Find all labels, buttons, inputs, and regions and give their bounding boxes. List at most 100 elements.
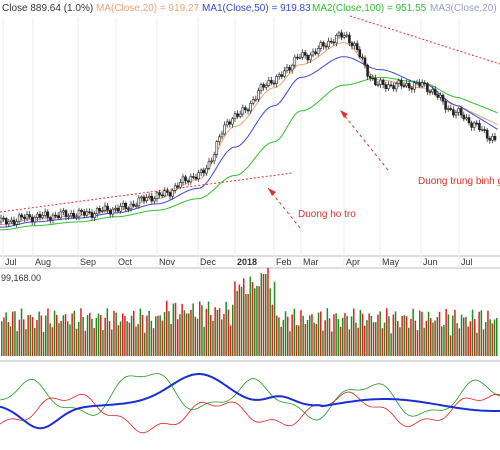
candle-body [431,89,434,93]
volume-bar [491,323,494,356]
volume-bar [436,317,439,356]
volume-bar [383,322,386,356]
volume-bar [284,311,287,356]
volume-bar [287,316,289,356]
volume-bar [78,321,80,356]
candle-body [400,80,403,87]
annotation-support-text: Duong ho tro [298,209,356,220]
volume-bars [1,267,498,356]
volume-bar [111,329,113,356]
volume-bar [416,330,419,356]
candle-body [426,83,429,92]
volume-bar [155,316,157,356]
candle-body [197,172,200,180]
candle-body [46,211,50,218]
volume-bar [113,310,115,356]
volume-bar [298,325,300,356]
candle-body [176,185,180,188]
volume-bar [333,314,335,356]
candle-body [166,190,169,193]
volume-bar [430,318,432,356]
volume-bar [137,324,139,356]
volume-bar [23,319,25,356]
volume-bar [480,310,483,356]
candle-body [215,141,219,155]
volume-bar [421,311,423,356]
volume-bar [73,310,76,356]
x-tick-label: Jul [5,257,17,267]
candle-body [124,202,128,209]
volume-bar [311,314,313,356]
candle-body [212,154,216,162]
candle-body [155,192,159,199]
volume-bar [122,313,124,356]
candle-body [184,176,187,182]
volume-bar [174,302,177,356]
volume-bar [53,310,56,356]
candle-body [108,209,112,215]
candle-body [488,137,492,141]
volume-bar [357,327,359,356]
volume-bar [161,320,164,356]
volume-bar [339,326,342,356]
volume-bar [104,317,106,356]
volume-bar [34,327,36,356]
candle-body [25,214,29,220]
volume-bar [130,315,133,356]
candle-body [251,99,255,104]
volume-bar [465,316,467,356]
candle-body [413,82,416,90]
candle-body [43,211,47,216]
volume-bar [434,320,436,356]
volume-bar [493,319,496,356]
candle-body [163,190,167,197]
volume-bar [179,314,181,356]
volume-bar [14,311,16,356]
candle-body [337,32,341,36]
volume-bar [223,313,225,356]
volume-bar [82,317,84,356]
volume-bar [218,308,221,356]
candle-body [433,89,437,95]
candle-body [95,208,99,214]
candle-body [439,94,442,98]
candle-body [228,121,232,125]
x-tick-label: Jun [423,257,438,267]
volume-bar [390,333,392,356]
volume-bar [370,315,373,356]
volume-bar [170,323,172,356]
volume-bar [377,314,379,356]
candle-body [38,213,42,218]
candle-body [374,78,377,85]
volume-bar [271,304,274,356]
candle-body [366,64,369,77]
volume-bar [203,326,205,356]
vertical-grid [2,18,460,268]
candle-body [179,182,182,188]
candle-body [10,219,13,223]
candle-body [467,117,471,124]
candle-body [446,108,450,110]
candle-body [379,79,382,85]
volume-bar [212,320,214,356]
volume-bar [469,321,472,356]
volume-bar [71,313,73,356]
candle-body [173,185,177,191]
volume-bar [128,322,131,356]
candle-body [28,214,31,218]
candle-body [319,42,323,49]
volume-bar [485,322,487,356]
candle-body [288,67,291,71]
candle-body [103,205,107,211]
candle-body [186,180,190,183]
volume-bar [405,316,408,356]
candle-body [262,84,265,88]
volume-bar [38,311,40,356]
candle-body [153,198,156,202]
candle-body [350,42,354,47]
candle-body [309,54,312,61]
volume-bar [108,321,111,356]
volume-bar [273,281,276,356]
candle-body [236,113,239,117]
candle-body [264,85,268,88]
